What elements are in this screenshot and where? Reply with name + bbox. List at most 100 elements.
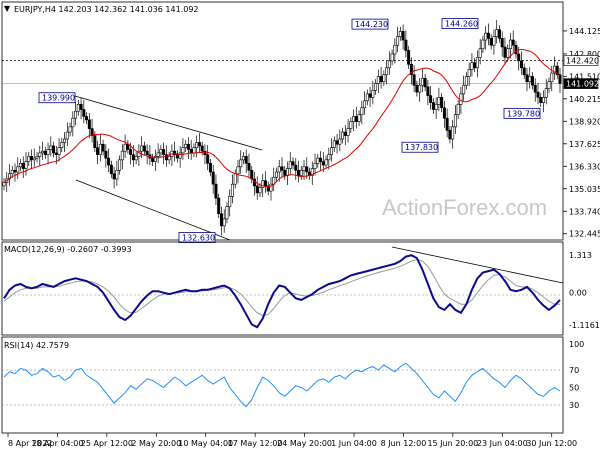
candle-body bbox=[60, 142, 64, 149]
annotation-box bbox=[503, 107, 541, 119]
candle-body bbox=[283, 169, 287, 176]
price-y-tick-label: 138.920 bbox=[569, 117, 600, 126]
candle-body bbox=[181, 147, 185, 154]
candle-body bbox=[302, 166, 306, 171]
candle-body bbox=[43, 150, 47, 155]
candle-body bbox=[412, 74, 416, 86]
rsi-y-tick-label: 70 bbox=[569, 366, 579, 375]
candle-body bbox=[13, 169, 17, 173]
x-tick-label: 15 Jun 20:00 bbox=[427, 439, 478, 448]
candle-body bbox=[503, 46, 507, 58]
candle-body bbox=[530, 76, 534, 86]
candle-body bbox=[451, 126, 455, 140]
candle-body bbox=[368, 93, 372, 98]
candle-body bbox=[269, 183, 273, 192]
rsi-panel: RSI(14) 42.7579 100 70 50 30 bbox=[1, 336, 584, 434]
candle-body bbox=[473, 62, 477, 69]
annotation-label: 132.630 bbox=[182, 234, 215, 243]
price-y-tick-label: 144.125 bbox=[569, 27, 600, 36]
candle-body bbox=[409, 64, 413, 76]
annotation-label: 144.230 bbox=[355, 20, 388, 29]
candle-body bbox=[541, 97, 545, 103]
candle-body bbox=[250, 169, 254, 180]
candle-body bbox=[522, 67, 526, 76]
annotation-box bbox=[351, 18, 389, 30]
macd-panel-frame bbox=[1, 241, 564, 336]
candle-body bbox=[38, 152, 42, 157]
annotation-label: 139.780 bbox=[507, 109, 540, 118]
price-title: EURJPY,H4 142.203 142.362 141.036 141.09… bbox=[14, 5, 199, 14]
x-tick-label: 8 Apr 2022 bbox=[8, 439, 52, 448]
candle-body bbox=[385, 67, 389, 76]
candle-body bbox=[536, 91, 540, 98]
price-y-tick-label: 133.740 bbox=[569, 207, 600, 216]
candle-body bbox=[324, 159, 328, 166]
candle-body bbox=[349, 121, 353, 129]
candle-body bbox=[24, 161, 28, 169]
candle-body bbox=[316, 157, 320, 164]
annotation-label: 137.830 bbox=[405, 143, 438, 152]
candle-body bbox=[310, 168, 314, 176]
candle-body bbox=[186, 143, 190, 150]
candle-body bbox=[352, 116, 356, 122]
rsi-y-axis: 100 70 50 30 bbox=[2, 340, 584, 410]
candle-body bbox=[448, 130, 452, 140]
candle-body bbox=[74, 110, 78, 119]
candle-body bbox=[277, 166, 281, 173]
candle-body bbox=[27, 156, 31, 162]
candle-body bbox=[533, 84, 537, 93]
price-y-tick-label: 135.035 bbox=[569, 185, 600, 194]
candle-body bbox=[241, 156, 245, 161]
candle-body bbox=[82, 109, 86, 117]
candle-body bbox=[305, 166, 309, 173]
candle-body bbox=[338, 138, 342, 145]
candle-body bbox=[192, 147, 196, 154]
candle-body bbox=[206, 154, 210, 164]
rsi-line bbox=[3, 362, 561, 408]
candle-body bbox=[398, 31, 402, 37]
last-price-tag bbox=[563, 78, 599, 89]
candle-body bbox=[456, 103, 460, 116]
candle-body bbox=[382, 74, 386, 83]
candle-body bbox=[115, 169, 119, 180]
candle-body bbox=[159, 149, 163, 154]
channel-bottom-line bbox=[75, 179, 231, 241]
candle-body bbox=[464, 76, 468, 86]
candle-body bbox=[291, 161, 295, 166]
x-tick-label: 18 Apr 04:00 bbox=[31, 439, 83, 448]
candle-body bbox=[178, 152, 182, 159]
candle-body bbox=[429, 95, 433, 103]
candle-body bbox=[497, 29, 501, 39]
candle-body bbox=[418, 84, 422, 93]
candle-body bbox=[346, 128, 350, 136]
candle-body bbox=[481, 39, 485, 50]
candle-body bbox=[371, 90, 375, 98]
candle-body bbox=[41, 150, 45, 154]
price-annotations: 139.990 132.630 144.230 137.830 144.260 139.7… bbox=[38, 18, 541, 243]
price-panel: ▼ EURJPY,H4 142.203 142.362 141.036 141.… bbox=[1, 1, 600, 243]
x-tick-label: 2 May 20:00 bbox=[131, 439, 181, 448]
macd-y-axis: 1.313 0.00 -1.1161 bbox=[569, 251, 600, 330]
candle-body bbox=[126, 143, 130, 150]
candle-body bbox=[208, 163, 212, 173]
candle-body bbox=[214, 183, 218, 199]
candle-body bbox=[189, 149, 193, 154]
candle-body bbox=[225, 206, 229, 220]
candle-body bbox=[484, 32, 488, 41]
candle-body bbox=[396, 36, 400, 46]
candle-body bbox=[547, 81, 551, 89]
candle-body bbox=[544, 88, 548, 98]
macd-title: MACD(12,26,9) -0.2607 -0.3993 bbox=[4, 245, 132, 254]
candle-body bbox=[440, 97, 444, 109]
candle-body bbox=[387, 60, 391, 69]
candle-body bbox=[360, 107, 364, 116]
candle-body bbox=[85, 116, 89, 121]
candle-body bbox=[343, 131, 347, 136]
candle-body bbox=[247, 163, 251, 171]
candle-body bbox=[151, 157, 155, 162]
candle-body bbox=[550, 72, 554, 83]
candle-body bbox=[393, 44, 397, 55]
moving-average-line bbox=[3, 48, 561, 188]
candle-body bbox=[321, 161, 325, 166]
